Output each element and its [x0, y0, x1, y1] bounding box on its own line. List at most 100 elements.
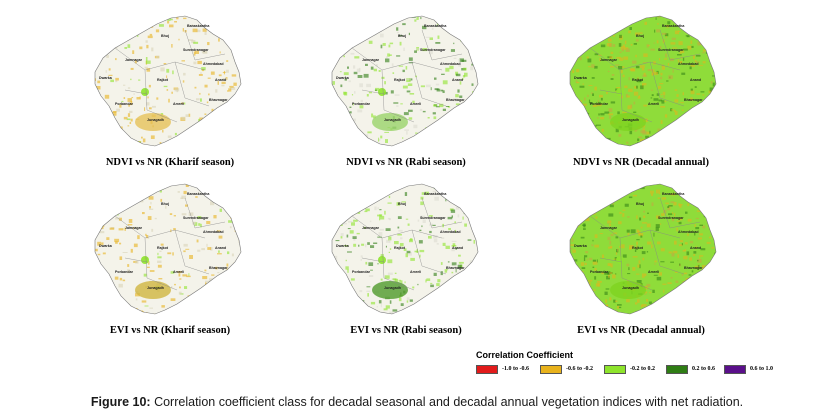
city-label: Junagadh [147, 118, 164, 122]
figure-caption: Figure 10: Correlation coefficient class… [0, 395, 834, 409]
city-label: Porbandar [352, 270, 370, 274]
city-label: Ahmedabad [440, 62, 461, 66]
city-label: Banaskantha [424, 24, 447, 28]
map-panel: Bhuj Banaskantha Ahmedabad Jamnagar Dwarka Ra… [322, 178, 492, 318]
map-title: NDVI vs NR (Kharif season) [105, 157, 235, 168]
city-label: Rajkot [157, 246, 168, 250]
city-label: Amreli [410, 102, 422, 106]
city-label: Amreli [648, 270, 660, 274]
legend-swatch [604, 365, 626, 374]
city-label: Rajkot [632, 78, 643, 82]
city-label: Bhavnagar [209, 266, 228, 270]
city-label: Rajkot [394, 246, 405, 250]
map-title: EVI vs NR (Rabi season) [350, 325, 462, 336]
map-title: NDVI vs NR (Decadal annual) [573, 157, 709, 168]
city-label: Rajkot [632, 246, 643, 250]
city-label: Junagadh [384, 286, 401, 290]
region-fill [95, 184, 241, 314]
city-label: Banaskantha [662, 24, 685, 28]
legend-label: 0.6 to 1.0 [750, 366, 773, 372]
city-label: Anand [215, 78, 227, 82]
city-label: Junagadh [622, 118, 639, 122]
city-label: Bhavnagar [684, 266, 703, 270]
city-label: Surendranagar [658, 216, 684, 220]
city-label: Porbandar [352, 102, 370, 106]
city-label: Junagadh [384, 118, 401, 122]
region-map [94, 15, 242, 147]
city-label: Amreli [648, 102, 660, 106]
city-label: Anand [452, 78, 464, 82]
city-label: Amreli [410, 270, 422, 274]
city-label: Porbandar [590, 270, 608, 274]
city-label: Jamnagar [362, 226, 379, 230]
city-label: Anand [452, 246, 464, 250]
city-label: Ahmedabad [678, 62, 699, 66]
city-label: Junagadh [147, 286, 164, 290]
city-label: Porbandar [115, 102, 133, 106]
city-label: Amreli [173, 270, 185, 274]
city-label: Jamnagar [600, 226, 617, 230]
city-label: Junagadh [622, 286, 639, 290]
city-label: Bhavnagar [446, 98, 465, 102]
city-label: Jamnagar [362, 58, 379, 62]
city-label: Ahmedabad [678, 230, 699, 234]
legend-label: -0.6 to -0.2 [566, 366, 593, 372]
city-label: Bhuj [398, 202, 406, 206]
map-title: EVI vs NR (Kharif season) [109, 325, 231, 336]
city-label: Surendranagar [183, 216, 209, 220]
map-panel: Bhuj Banaskantha Ahmedabad Jamnagar Dwarka Ra… [85, 178, 255, 318]
city-label: Surendranagar [658, 48, 684, 52]
map-panel: Bhuj Banaskantha Ahmedabad Jamnagar Dwarka Ra… [560, 178, 730, 318]
city-label: Bhavnagar [446, 266, 465, 270]
city-label: Surendranagar [420, 216, 446, 220]
legend-label: 0.2 to 0.6 [692, 366, 715, 372]
city-label: Jamnagar [125, 58, 142, 62]
city-label: Anand [215, 246, 227, 250]
city-label: Banaskantha [424, 192, 447, 196]
city-label: Porbandar [590, 102, 608, 106]
city-label: Surendranagar [183, 48, 209, 52]
legend-label: -1.0 to -0.6 [502, 366, 529, 372]
city-label: Bhuj [398, 34, 406, 38]
region-map [331, 15, 479, 147]
city-label: Bhuj [636, 202, 644, 206]
region-map [569, 15, 717, 147]
city-label: Ahmedabad [203, 230, 224, 234]
city-label: Dwarka [574, 76, 587, 80]
legend-swatch [666, 365, 688, 374]
city-label: Bhuj [161, 202, 169, 206]
region-fill [570, 184, 716, 314]
city-label: Dwarka [336, 76, 349, 80]
city-label: Amreli [173, 102, 185, 106]
legend-title: Correlation Coefficient [476, 350, 574, 360]
map-title: EVI vs NR (Decadal annual) [577, 325, 705, 336]
legend-swatch [476, 365, 498, 374]
region-map [569, 183, 717, 315]
city-label: Anand [690, 78, 702, 82]
map-panel: Bhuj Banaskantha Ahmedabad Jamnagar Dwarka Ra… [560, 10, 730, 150]
city-label: Ahmedabad [203, 62, 224, 66]
city-label: Banaskantha [187, 24, 210, 28]
caption-prefix: Figure 10: [90, 395, 151, 409]
city-label: Dwarka [99, 76, 112, 80]
caption-text: Correlation coefficient class for decada… [150, 395, 744, 409]
city-label: Rajkot [394, 78, 405, 82]
city-label: Banaskantha [662, 192, 685, 196]
city-label: Bhuj [161, 34, 169, 38]
city-label: Rajkot [157, 78, 168, 82]
city-label: Bhuj [636, 34, 644, 38]
region-map [331, 183, 479, 315]
legend-label: -0.2 to 0.2 [630, 366, 655, 372]
region-map [94, 183, 242, 315]
legend-swatch [540, 365, 562, 374]
city-label: Dwarka [336, 244, 349, 248]
city-label: Bhavnagar [209, 98, 228, 102]
city-label: Dwarka [99, 244, 112, 248]
region-fill [332, 16, 478, 146]
city-label: Bhavnagar [684, 98, 703, 102]
city-label: Banaskantha [187, 192, 210, 196]
city-label: Ahmedabad [440, 230, 461, 234]
city-label: Anand [690, 246, 702, 250]
map-title: NDVI vs NR (Rabi season) [346, 157, 466, 168]
legend-swatch [724, 365, 746, 374]
